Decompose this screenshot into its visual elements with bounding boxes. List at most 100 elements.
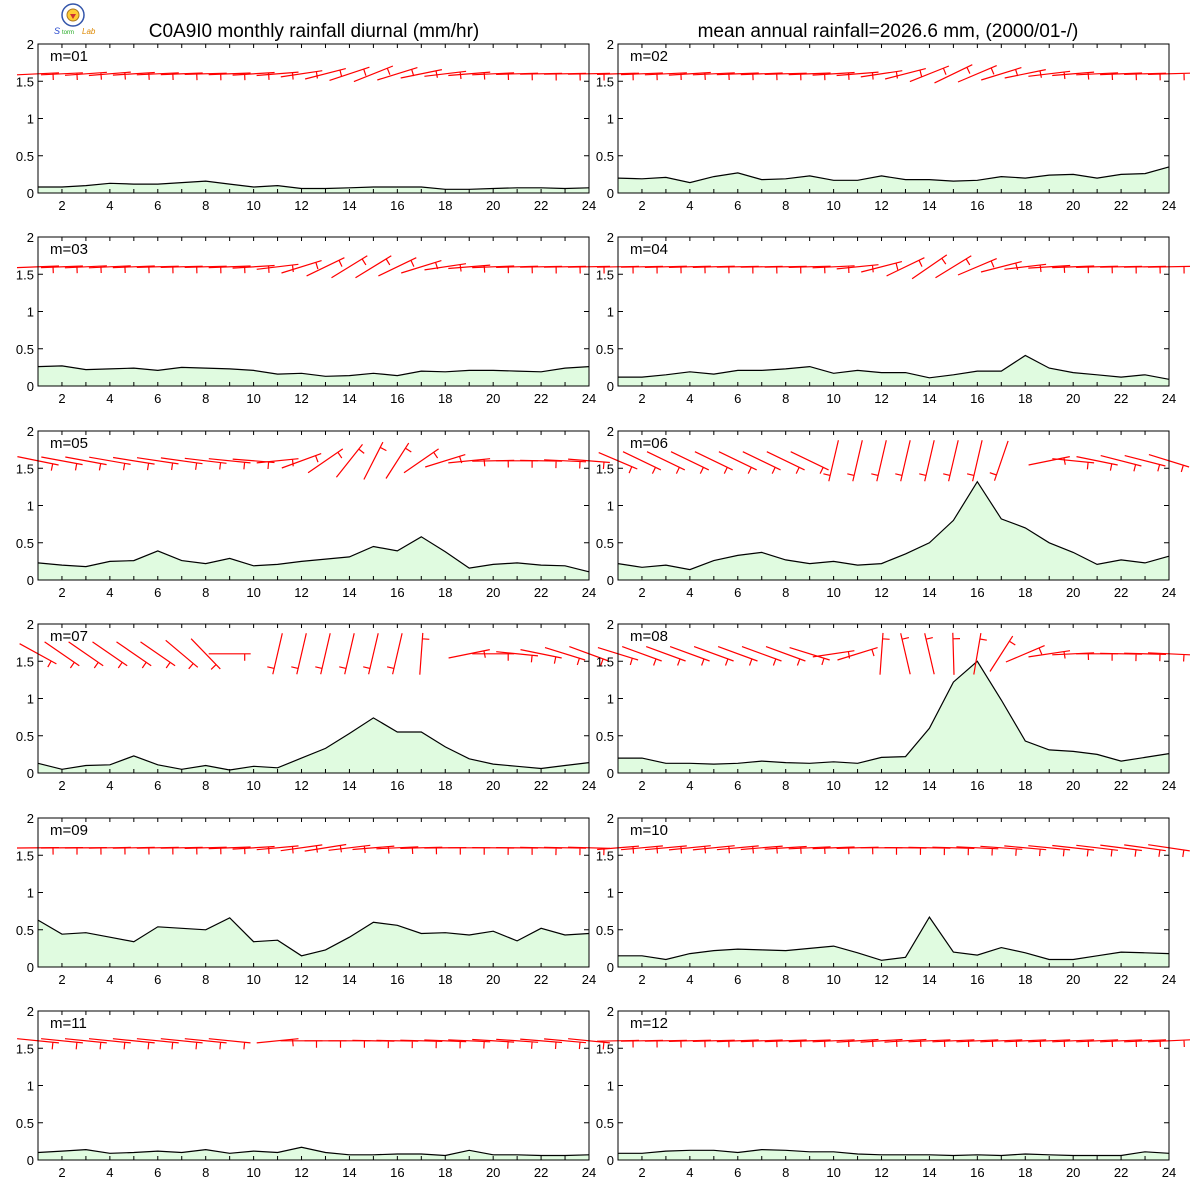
wind-barb <box>281 260 322 274</box>
wind-barb <box>339 633 355 675</box>
y-tick-label: 2 <box>607 37 614 52</box>
x-tick-label: 22 <box>534 1165 548 1180</box>
wind-barb <box>419 632 430 675</box>
rainfall-line <box>37 917 590 957</box>
wind-barb <box>980 845 1023 856</box>
x-tick-label: 12 <box>294 585 308 600</box>
wind-barb <box>160 457 203 470</box>
wind-barb <box>331 255 368 279</box>
x-tick-label: 10 <box>246 1165 260 1180</box>
x-tick-label: 14 <box>342 778 356 793</box>
x-tick-label: 4 <box>106 391 113 406</box>
wind-barb <box>306 257 345 277</box>
panel-grid: 00.511.522 4 6 8 10 12 14 16 18 20 22 24m=0100.511.… <box>16 37 1191 1180</box>
x-tick-label: 14 <box>922 1165 936 1180</box>
wind-barbs <box>597 632 1191 675</box>
wind-barb <box>40 847 84 855</box>
x-tick-label: 22 <box>534 391 548 406</box>
x-tick-label: 18 <box>438 972 452 987</box>
x-tick-label: 8 <box>202 778 209 793</box>
x-tick-label: 6 <box>154 972 161 987</box>
x-tick-label: 12 <box>294 391 308 406</box>
x-tick-label: 16 <box>970 1165 984 1180</box>
y-tick-label: 2 <box>607 230 614 245</box>
wind-barb <box>860 70 903 79</box>
x-tick-label: 18 <box>438 391 452 406</box>
x-tick-label: 2 <box>58 391 65 406</box>
x-tick-label: 16 <box>970 585 984 600</box>
x-tick-label: 14 <box>922 198 936 213</box>
wind-barb <box>41 1038 83 1050</box>
y-tick-label: 0 <box>607 766 614 781</box>
x-tick-label: 14 <box>922 972 936 987</box>
wind-barb <box>900 633 911 675</box>
y-tick-label: 1 <box>27 305 34 320</box>
rainfall-area <box>38 536 589 580</box>
x-tick-label: 24 <box>1162 391 1176 406</box>
x-tick-label: 16 <box>390 778 404 793</box>
y-tick-label: 0 <box>607 573 614 588</box>
wind-barb <box>919 440 935 482</box>
x-tick-label: 24 <box>1162 778 1176 793</box>
y-tick-label: 2 <box>27 37 34 52</box>
y-tick-label: 0.5 <box>596 923 614 938</box>
y-tick-label: 1 <box>607 692 614 707</box>
x-tick-label: 16 <box>390 972 404 987</box>
y-tick-label: 1 <box>27 112 34 127</box>
x-tick-label: 8 <box>202 585 209 600</box>
wind-barb <box>716 845 759 854</box>
x-tick-label: 18 <box>1018 391 1032 406</box>
x-tick-label: 22 <box>534 778 548 793</box>
wind-barb <box>766 451 805 474</box>
x-tick-label: 12 <box>874 1165 888 1180</box>
wind-barb <box>291 633 307 675</box>
chart-title-right: mean annual rainfall=2026.6 mm, (2000/01… <box>698 21 1079 42</box>
y-tick-label: 1.5 <box>596 848 614 863</box>
x-tick-label: 8 <box>202 391 209 406</box>
wind-barb <box>425 454 466 468</box>
x-tick-label: 14 <box>922 778 936 793</box>
x-tick-label: 14 <box>342 585 356 600</box>
wind-barb <box>335 444 365 478</box>
y-tick-label: 1.5 <box>16 461 34 476</box>
x-tick-label: 2 <box>58 778 65 793</box>
x-tick-label: 4 <box>106 778 113 793</box>
y-tick-label: 0 <box>607 1153 614 1168</box>
x-tick-label: 14 <box>922 585 936 600</box>
wind-barb <box>65 456 107 471</box>
y-tick-label: 2 <box>27 1004 34 1019</box>
wind-barb <box>544 1038 587 1050</box>
x-tick-label: 10 <box>826 972 840 987</box>
wind-barb <box>789 647 830 666</box>
x-tick-label: 8 <box>782 1165 789 1180</box>
wind-barb <box>884 847 927 855</box>
wind-barb <box>496 460 539 468</box>
month-label: m=08 <box>630 628 668 645</box>
y-tick-label: 0.5 <box>16 536 34 551</box>
month-label: m=06 <box>630 435 668 452</box>
x-tick-label: 14 <box>342 391 356 406</box>
wind-barb <box>352 1039 395 1049</box>
wind-barb <box>742 451 781 474</box>
wind-barb <box>1100 455 1142 472</box>
wind-barb <box>1028 456 1070 466</box>
wind-barb <box>136 457 179 471</box>
panel-m-02: 00.511.522 4 6 8 10 12 14 16 18 20 22 24m=02 <box>596 37 1191 213</box>
wind-barb <box>448 264 491 273</box>
wind-barb <box>1124 652 1167 662</box>
x-tick-label: 24 <box>582 972 596 987</box>
rainfall-line <box>618 915 1170 961</box>
panel-frame <box>37 430 590 581</box>
x-tick-label: 14 <box>342 972 356 987</box>
rainfall-area <box>618 661 1169 773</box>
x-tick-label: 10 <box>246 198 260 213</box>
wind-barb <box>64 847 107 855</box>
wind-barb <box>190 638 221 670</box>
wind-barb <box>256 845 299 854</box>
y-tick-label: 1.5 <box>596 654 614 669</box>
wind-barb <box>884 68 926 80</box>
panel-frame <box>37 43 590 194</box>
rainfall-line <box>617 480 1170 571</box>
wind-barb <box>184 457 227 470</box>
